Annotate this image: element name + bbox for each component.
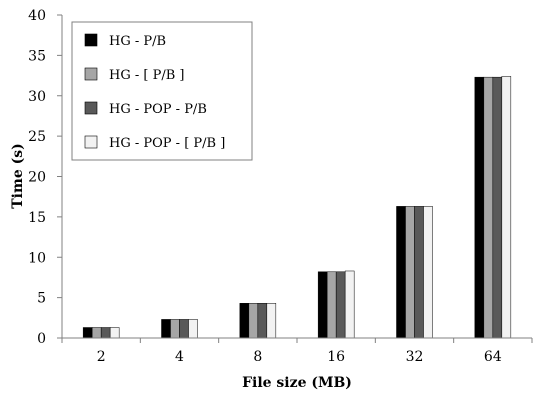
bar [239, 303, 250, 339]
x-tick-label: 32 [406, 349, 424, 365]
bar [257, 303, 268, 339]
bar [91, 327, 102, 339]
y-tick-label: 40 [28, 8, 46, 24]
legend-box [71, 21, 253, 161]
bar [414, 206, 424, 339]
y-tick-label: 20 [28, 170, 46, 186]
legend-label: HG - POP - P/B [109, 102, 207, 117]
bar [170, 319, 180, 339]
y-axis-title: Time (s) [10, 143, 26, 208]
bar [344, 270, 355, 339]
bars-layer [82, 76, 512, 339]
x-tick-label: 8 [253, 349, 262, 365]
x-tick-label: 64 [484, 349, 502, 365]
y-ticks: 0 5 10 15 20 25 30 35 40 [28, 8, 62, 347]
bar [188, 319, 198, 339]
y-tick-label: 10 [28, 250, 46, 266]
bar [266, 303, 277, 339]
legend-swatch [84, 101, 98, 115]
legend-item: HG - [ P/B ] [84, 67, 184, 83]
bar [423, 206, 433, 339]
bar [501, 76, 512, 339]
y-tick-label: 5 [37, 291, 46, 307]
bar [317, 271, 328, 339]
x-tick-label: 16 [327, 349, 345, 365]
legend-swatch [84, 67, 98, 81]
bar [405, 206, 415, 339]
bar [109, 327, 120, 339]
y-tick-label: 30 [28, 89, 46, 105]
y-tick-label: 15 [28, 210, 46, 226]
y-tick-label: 25 [28, 129, 46, 145]
x-tick-label: 2 [97, 349, 106, 365]
x-tick-label: 4 [175, 349, 184, 365]
bar [161, 319, 171, 339]
x-ticks: 2 4 8 16 32 64 [61, 338, 533, 365]
legend-label: HG - [ P/B ] [109, 68, 184, 83]
bar [82, 327, 93, 339]
legend-swatch [84, 135, 98, 149]
bar [396, 206, 406, 339]
legend-item: HG - POP - [ P/B ] [84, 135, 225, 151]
bar [483, 76, 494, 339]
y-tick-label: 35 [28, 48, 46, 64]
legend-label: HG - P/B [109, 34, 166, 49]
bar [248, 303, 259, 339]
x-axis-title: File size (MB) [242, 375, 352, 391]
y-tick-label: 0 [37, 331, 46, 347]
legend-item: HG - P/B [84, 33, 166, 49]
bar [100, 327, 111, 339]
bar [492, 76, 503, 339]
legend-item: HG - POP - P/B [84, 101, 207, 117]
bar [474, 76, 485, 339]
legend-swatch [84, 33, 98, 47]
legend: HG - P/B HG - [ P/B ] HG - POP - P/B HG … [71, 21, 253, 161]
bar [179, 319, 189, 339]
bar [326, 271, 337, 339]
legend-label: HG - POP - [ P/B ] [109, 136, 225, 151]
bar [335, 271, 346, 339]
